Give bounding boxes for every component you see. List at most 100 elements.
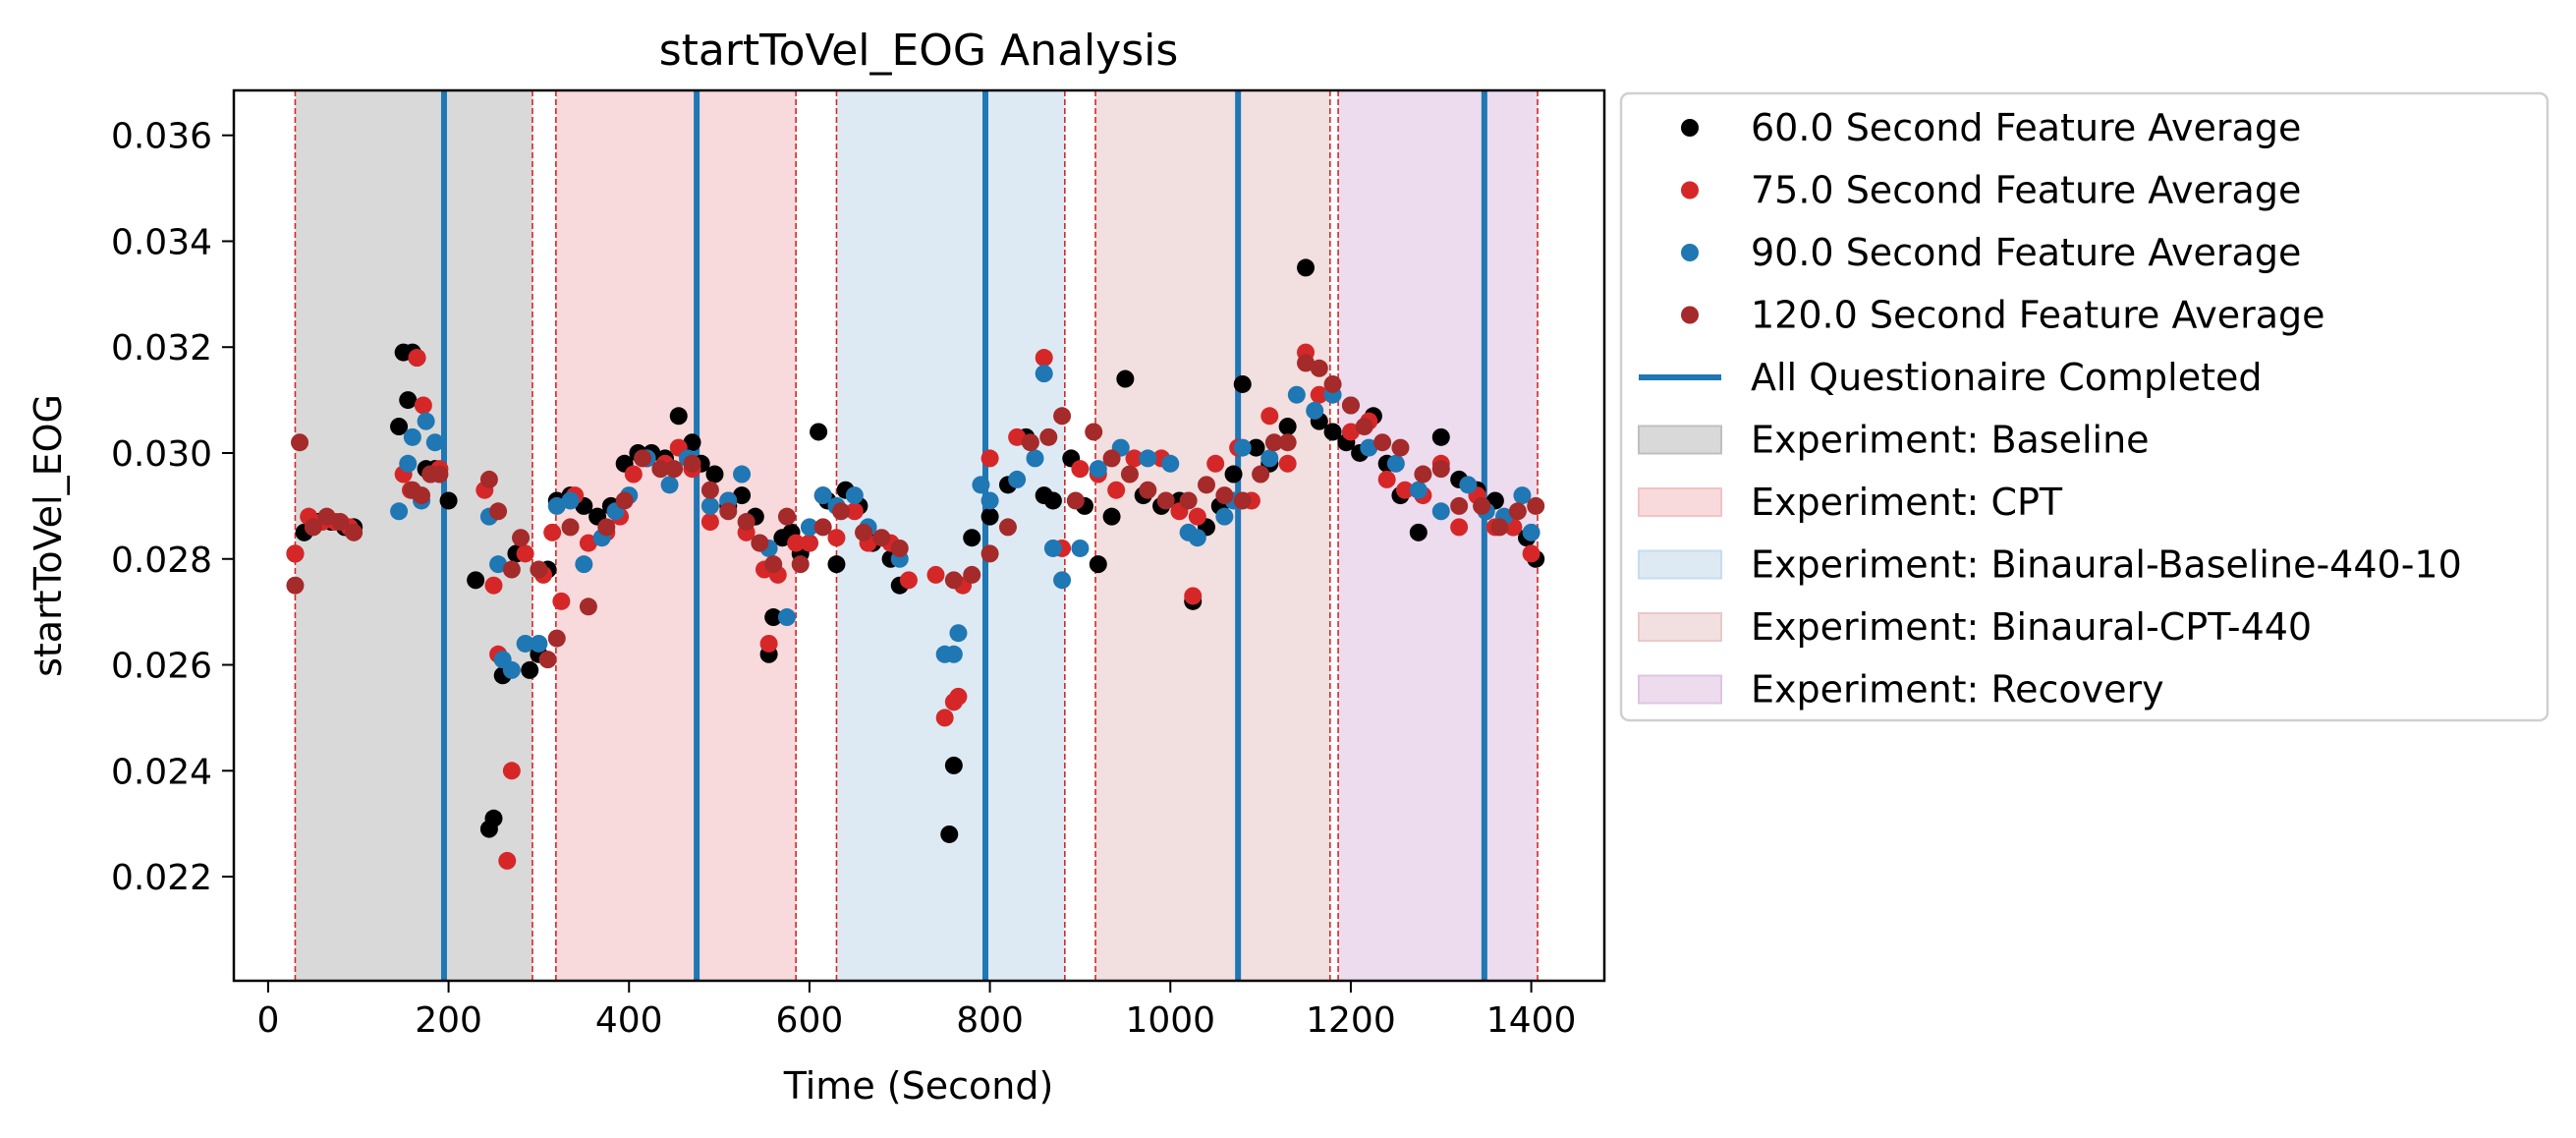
data-point: [944, 571, 963, 590]
data-point: [516, 544, 534, 563]
data-point: [390, 418, 409, 436]
data-point: [467, 571, 485, 590]
data-point: [1522, 544, 1540, 563]
data-point: [1026, 449, 1044, 468]
data-point: [1341, 396, 1360, 415]
legend-marker: [1681, 119, 1699, 137]
data-point: [399, 454, 418, 473]
data-point: [502, 762, 521, 780]
data-point: [1252, 465, 1270, 484]
data-point: [414, 396, 432, 415]
plot-frame: [232, 88, 1606, 983]
data-point: [489, 502, 508, 521]
data-point: [543, 523, 562, 541]
data-point: [1039, 427, 1058, 446]
legend-patch: [1638, 425, 1722, 455]
legend-patch: [1638, 674, 1722, 705]
data-point: [845, 486, 864, 505]
data-point: [972, 476, 990, 494]
data-point: [963, 529, 981, 547]
data-point: [683, 433, 701, 452]
data-point: [317, 507, 336, 526]
data-point: [1071, 460, 1090, 479]
data-point: [1527, 496, 1545, 515]
legend-item: 60.0 Second Feature Average: [1681, 106, 2301, 149]
data-point: [813, 486, 832, 505]
data-point: [1323, 374, 1342, 393]
data-point: [949, 624, 968, 643]
data-point: [1120, 465, 1139, 484]
data-point: [926, 565, 945, 584]
data-point: [1089, 460, 1107, 479]
data-point: [1391, 438, 1410, 457]
legend-item: Experiment: Recovery: [1638, 668, 2164, 711]
data-point: [624, 465, 643, 484]
data-point: [530, 560, 548, 579]
data-point: [1116, 370, 1135, 388]
data-point: [787, 534, 806, 552]
experiment-regions: [295, 90, 1539, 981]
legend-item: 90.0 Second Feature Average: [1681, 231, 2301, 274]
data-point: [764, 608, 783, 627]
legend-label: 90.0 Second Feature Average: [1751, 231, 2301, 274]
x-axis-label: Time (Second): [783, 1064, 1054, 1108]
data-point: [1450, 496, 1469, 515]
data-point: [430, 465, 449, 484]
data-point: [1297, 258, 1316, 277]
data-point: [1085, 423, 1103, 441]
data-point: [980, 491, 999, 510]
x-tick-label: 600: [776, 1000, 844, 1041]
data-point: [1490, 518, 1509, 537]
data-point: [1233, 491, 1252, 510]
data-point: [1513, 486, 1532, 505]
y-tick-label: 0.024: [111, 752, 212, 792]
data-point: [1102, 507, 1121, 526]
data-point: [1377, 470, 1396, 488]
data-point: [1278, 433, 1297, 452]
data-point: [944, 645, 963, 663]
data-point: [597, 518, 616, 537]
data-point: [552, 592, 571, 610]
data-point: [944, 756, 963, 774]
legend-frame: [1619, 91, 2549, 722]
x-tick-label: 1400: [1486, 1000, 1577, 1041]
chart-title: startToVel_EOG Analysis: [659, 26, 1179, 76]
legend-item: Experiment: Binaural-Baseline-440-10: [1638, 543, 2462, 587]
data-point: [832, 502, 851, 521]
data-point: [484, 576, 503, 595]
legend-item: Experiment: CPT: [1638, 481, 2063, 524]
data-point: [1396, 481, 1415, 499]
data-point: [502, 660, 521, 679]
x-tick-label: 400: [595, 1000, 663, 1041]
data-point: [1233, 438, 1252, 457]
data-point: [1278, 418, 1297, 436]
data-point: [751, 534, 769, 552]
data-point: [1287, 385, 1306, 404]
legend: 60.0 Second Feature Average 75.0 Second F…: [1619, 91, 2549, 722]
data-point: [800, 518, 818, 537]
data-point: [547, 496, 566, 515]
legend-label: Experiment: Baseline: [1751, 419, 2150, 462]
data-point: [1264, 433, 1283, 452]
data-point: [1260, 449, 1279, 468]
data-point: [980, 507, 999, 526]
data-point: [1179, 491, 1198, 510]
data-point: [561, 518, 580, 537]
legend-label: 60.0 Second Feature Average: [1751, 106, 2301, 149]
data-point: [1021, 433, 1039, 452]
data-point: [1355, 418, 1373, 436]
data-point: [538, 651, 557, 669]
data-point: [1008, 470, 1027, 488]
data-point: [705, 465, 724, 484]
data-point: [1297, 354, 1316, 372]
data-point: [940, 825, 959, 843]
data-point: [719, 502, 738, 521]
legend-patch: [1638, 549, 1722, 580]
data-point: [579, 597, 597, 616]
data-point: [1260, 407, 1279, 426]
data-point: [1341, 423, 1360, 441]
data-point: [1043, 539, 1062, 557]
series-3: [286, 354, 1545, 669]
data-point: [408, 349, 426, 368]
data-point: [700, 481, 719, 499]
